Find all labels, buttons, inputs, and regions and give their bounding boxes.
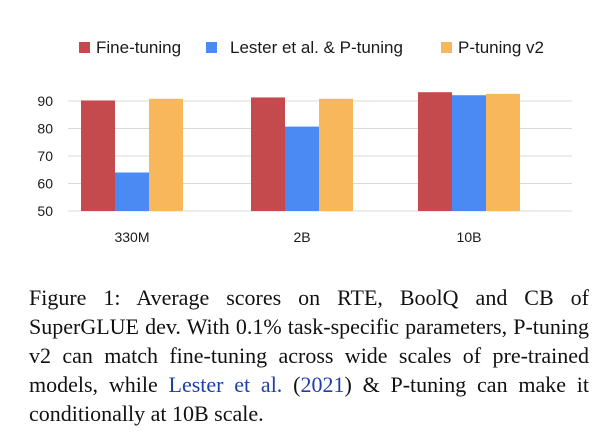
caption-text-1: Average scores on RTE, BoolQ and CB of S…	[29, 285, 589, 397]
legend-swatch	[441, 42, 452, 53]
y-tick-label: 50	[37, 203, 53, 219]
bar-fine-tuning-330m	[81, 100, 115, 211]
caption-text-2: & P-tuning can make it conditionally at …	[29, 372, 590, 426]
x-category-label: 2B	[293, 229, 310, 245]
bar-lester-et-al-p-tuning-10b	[452, 95, 486, 211]
bar-p-tuning-v2-2b	[319, 98, 353, 211]
x-category-label: 10B	[457, 229, 482, 245]
legend-swatch	[79, 42, 90, 53]
legend-label: Fine-tuning	[96, 38, 181, 57]
bar-p-tuning-v2-10b	[486, 93, 520, 211]
citation-close-paren: )	[344, 372, 352, 397]
bars	[81, 92, 520, 211]
bar-fine-tuning-2b	[251, 97, 285, 211]
legend-label: P-tuning v2	[458, 38, 544, 57]
y-tick-label: 80	[37, 121, 53, 137]
legend: Fine-tuning Lester et al. & P-tuning P-tun…	[79, 38, 544, 57]
y-tick-label: 60	[37, 176, 53, 192]
y-tick-label: 90	[37, 93, 53, 109]
x-axis-labels: 330M 2B 10B	[114, 229, 481, 245]
bar-fine-tuning-10b	[418, 92, 452, 211]
bar-chart: 50 60 70 80 90 330M 2B 10B Fine-tuning Lester e…	[37, 38, 572, 245]
bar-p-tuning-v2-330m	[149, 98, 183, 211]
figure-label: Figure 1:	[29, 285, 121, 310]
bar-lester-et-al-p-tuning-330m	[115, 172, 149, 211]
y-axis-ticks: 50 60 70 80 90	[37, 93, 53, 219]
citation-author-link[interactable]: Lester et al.	[168, 372, 283, 397]
citation-open-paren: (	[293, 372, 301, 397]
x-category-label: 330M	[114, 229, 149, 245]
legend-label: Lester et al. & P-tuning	[230, 38, 403, 57]
figure-caption: Figure 1: Average scores on RTE, BoolQ a…	[29, 283, 589, 428]
legend-swatch	[206, 42, 217, 53]
bar-lester-et-al-p-tuning-2b	[285, 126, 319, 211]
y-tick-label: 70	[37, 148, 53, 164]
citation-year-link[interactable]: 2021	[300, 372, 345, 397]
